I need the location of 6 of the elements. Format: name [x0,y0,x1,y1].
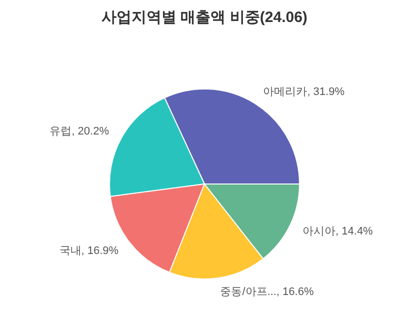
slice-label: 아메리카, 31.9% [263,86,345,98]
slice-label: 중동/아프..., 16.6% [220,286,314,298]
slice-label: 유럽, 20.2% [50,125,110,138]
chart-title: 사업지역별 매출액 비중(24.06) [102,9,308,26]
slice-label: 아시아, 14.4% [302,226,374,238]
slice-label: 국내, 16.9% [59,245,119,258]
